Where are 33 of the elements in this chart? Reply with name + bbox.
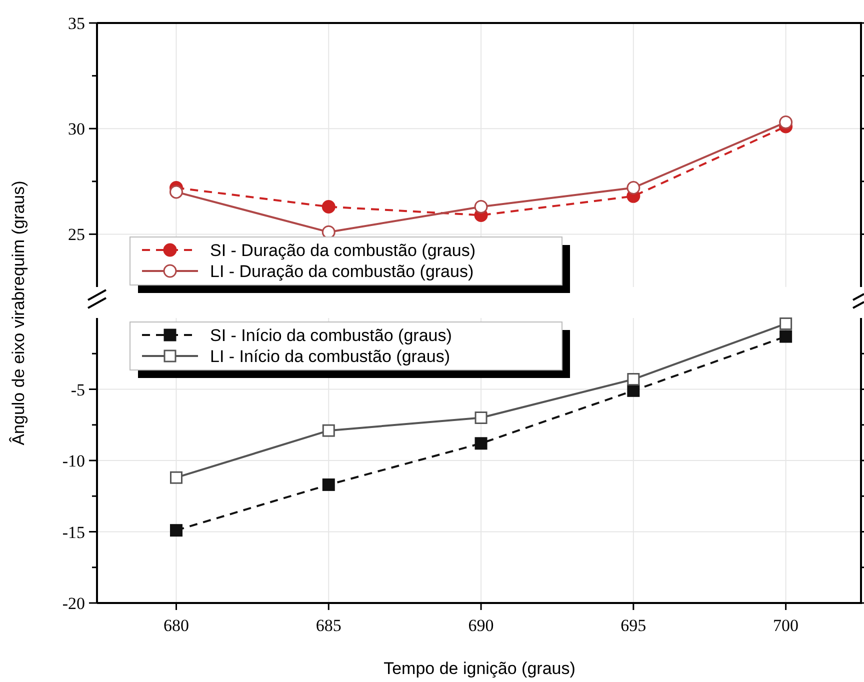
point <box>170 524 182 537</box>
point <box>169 185 183 199</box>
point <box>780 317 792 330</box>
y-tick-label: -10 <box>62 452 85 470</box>
x-tick-label: 700 <box>773 616 799 635</box>
point <box>170 471 182 484</box>
point <box>322 478 335 491</box>
point <box>322 200 336 214</box>
point <box>627 373 640 386</box>
legend-label: SI - Duração da combustão (graus) <box>210 241 476 260</box>
y-tick-label: -20 <box>62 594 85 613</box>
x-tick-label: 695 <box>620 616 646 635</box>
x-tick-label: 685 <box>316 616 342 635</box>
point <box>626 180 640 194</box>
legend-label: LI - Duração da combustão (graus) <box>210 262 474 281</box>
point <box>779 116 793 130</box>
y-tick-label: -15 <box>62 522 85 542</box>
y-tick-label: 25 <box>68 225 85 244</box>
point <box>322 424 335 437</box>
x-tick-label: 690 <box>468 616 494 635</box>
y-axis-title: Ângulo de eixo virabrequim (graus) <box>9 180 28 446</box>
point <box>474 437 488 450</box>
x-tick-label: 680 <box>163 616 189 635</box>
point <box>474 200 488 214</box>
y-tick-label: 30 <box>68 120 85 139</box>
legend-label: SI - Início da combustão (graus) <box>210 326 452 345</box>
point <box>474 412 488 424</box>
point <box>780 330 792 343</box>
y-tick-label: -5 <box>70 380 85 400</box>
x-axis-title: Tempo de ignição (graus) <box>384 659 576 678</box>
point <box>627 384 640 397</box>
legend-label: LI - Início da combustão (graus) <box>210 347 450 366</box>
y-tick-label: 35 <box>68 14 85 33</box>
